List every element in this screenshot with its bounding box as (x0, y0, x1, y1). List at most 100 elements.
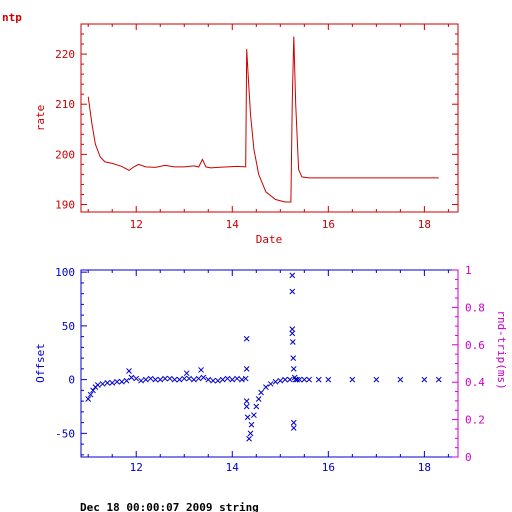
roundtrip-ytick-label: 0.2 (465, 414, 485, 427)
offset-point (123, 377, 130, 384)
offset-point (104, 379, 111, 386)
offset-point (210, 377, 216, 384)
footer-timestamp: Dec 18 00:00:07 2009 string (80, 501, 259, 512)
offset-point (87, 391, 94, 398)
roundtrip-ytick-label: 0.4 (465, 376, 485, 389)
offset-point (289, 339, 296, 345)
offset-plot-frame (80, 269, 459, 458)
rate-xtick-label: 14 (226, 218, 240, 231)
offset-point (247, 430, 254, 437)
offset-point (306, 376, 312, 383)
offset-point (166, 375, 173, 382)
rate-ytick-label: 190 (55, 198, 75, 211)
offset-point (176, 376, 183, 383)
offset-point (397, 376, 404, 383)
offset-point (215, 377, 221, 384)
offset-point (229, 376, 236, 383)
offset-point (289, 288, 296, 295)
offset-point (243, 335, 250, 342)
offset-point (157, 376, 164, 383)
offset-point (109, 379, 116, 386)
offset-point (99, 381, 106, 387)
rate-xtick-label: 16 (322, 218, 335, 231)
offset-xtick-label: 16 (322, 461, 335, 474)
rate-panel: rate Date 190 200 210 220 12 14 16 18 (34, 23, 459, 246)
offset-ytick-label: -50 (55, 427, 75, 440)
offset-point (118, 378, 125, 385)
offset-point (224, 375, 231, 382)
offset-point (325, 376, 332, 383)
rate-xtick-label: 12 (130, 218, 143, 231)
offset-point (349, 376, 356, 383)
offset-point (198, 367, 204, 373)
offset-panel: Offset rnd-trip(ms) -50 0 50 100 0 0.2 0.4 0.6 0… (34, 264, 508, 474)
offset-point (251, 412, 257, 418)
offset-point (147, 375, 154, 382)
offset-point (195, 375, 202, 382)
offset-point (263, 384, 269, 390)
offset-point (243, 366, 250, 372)
offset-point (246, 435, 252, 442)
offset-point (301, 376, 308, 383)
rate-ytick-label: 200 (55, 148, 75, 161)
offset-point (289, 330, 296, 337)
offset-point (85, 396, 92, 402)
offset-xtick-label: 14 (226, 461, 240, 474)
roundtrip-ytick-label: 0.6 (465, 339, 485, 352)
offset-point (191, 376, 197, 383)
rate-xtick-label: 18 (418, 218, 431, 231)
offset-point (126, 368, 132, 374)
offset-point (171, 376, 178, 383)
rate-ytick-label: 210 (55, 98, 75, 111)
offset-point (290, 355, 297, 361)
offset-point (128, 374, 135, 381)
offset-point (243, 398, 250, 404)
roundtrip-ytick-label: 1 (465, 264, 472, 277)
offset-point (421, 376, 428, 383)
offset-point (373, 376, 380, 383)
rate-xlabel: Date (256, 233, 283, 246)
offset-point (289, 326, 296, 332)
offset-point (287, 376, 293, 383)
rate-series-line (87, 36, 439, 203)
offset-point (248, 421, 255, 428)
offset-point (183, 370, 190, 377)
offset-point (282, 376, 288, 383)
offset-point (435, 376, 442, 383)
offset-point (234, 375, 240, 382)
offset-point (142, 376, 149, 383)
offset-point (277, 377, 284, 384)
offset-point (181, 375, 188, 382)
offset-ytick-label: 50 (62, 320, 75, 333)
offset-point (239, 376, 245, 383)
offset-point (94, 382, 101, 388)
rate-ytick-label: 220 (55, 48, 75, 61)
offset-ytick-label: 0 (68, 374, 75, 387)
offset-point (315, 376, 322, 383)
rate-ylabel: rate (34, 105, 47, 132)
offset-point (114, 378, 120, 385)
offset-point (244, 414, 251, 421)
rate-plot-frame (80, 23, 459, 213)
offset-point (186, 375, 192, 382)
offset-point (255, 396, 262, 402)
offset-point (294, 376, 300, 383)
offset-point (290, 425, 297, 431)
offset-point (272, 378, 279, 385)
offset-point (289, 272, 296, 279)
offset-point (253, 403, 260, 410)
offset-point (290, 366, 297, 372)
offset-point (200, 374, 207, 381)
offset-ylabel: Offset (34, 343, 47, 383)
offset-point (258, 389, 264, 396)
offset-point (152, 376, 159, 383)
offset-xtick-label: 18 (418, 461, 431, 474)
offset-point (138, 377, 144, 384)
offset-point (133, 375, 140, 382)
offset-point (219, 376, 226, 383)
offset-xtick-label: 12 (130, 461, 143, 474)
roundtrip-ylabel: rnd-trip(ms) (495, 310, 508, 389)
roundtrip-ytick-label: 0 (465, 451, 472, 464)
offset-ytick-label: 100 (55, 266, 75, 279)
